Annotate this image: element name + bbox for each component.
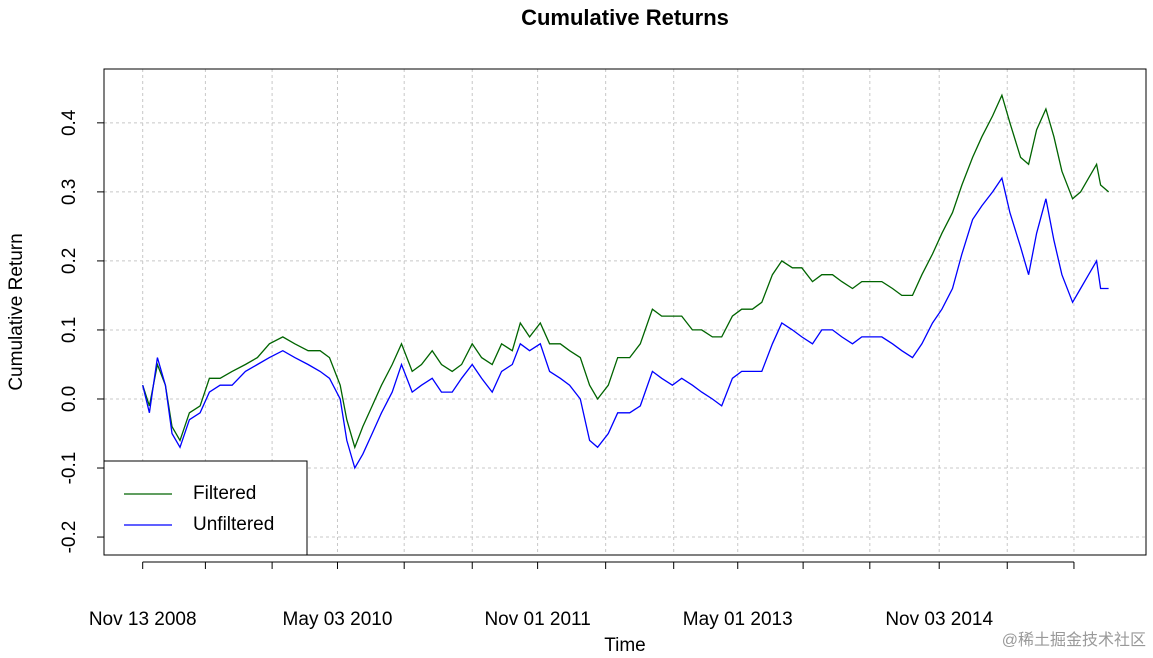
x-tick-label: May 01 2013 <box>683 609 793 630</box>
legend-label: Filtered <box>193 483 256 504</box>
y-tick-label: 0.0 <box>59 386 80 412</box>
y-tick-label: 0.1 <box>59 317 80 343</box>
x-axis-label: Time <box>604 635 646 656</box>
y-tick-label: -0.1 <box>59 452 80 485</box>
y-tick-label: 0.3 <box>59 179 80 205</box>
legend-box <box>103 460 308 556</box>
chart-title: Cumulative Returns <box>521 5 729 30</box>
y-tick-label: 0.4 <box>59 109 80 136</box>
x-tick-label: May 03 2010 <box>283 609 393 630</box>
x-tick-label: Nov 01 2011 <box>484 609 590 630</box>
watermark: @稀土掘金技术社区 <box>1002 631 1146 649</box>
legend-label: Unfiltered <box>193 514 274 535</box>
y-tick-label: -0.2 <box>59 521 80 554</box>
y-axis-label: Cumulative Return <box>6 233 27 390</box>
series-line <box>142 93 1110 450</box>
plot-frame <box>103 68 1147 556</box>
legend: Filtered Unfiltered <box>103 460 308 556</box>
x-tick-label: Nov 13 2008 <box>89 609 197 630</box>
y-tick-label: 0.2 <box>59 248 80 274</box>
series-line <box>142 176 1109 470</box>
x-tick-label: Nov 03 2014 <box>885 609 993 630</box>
